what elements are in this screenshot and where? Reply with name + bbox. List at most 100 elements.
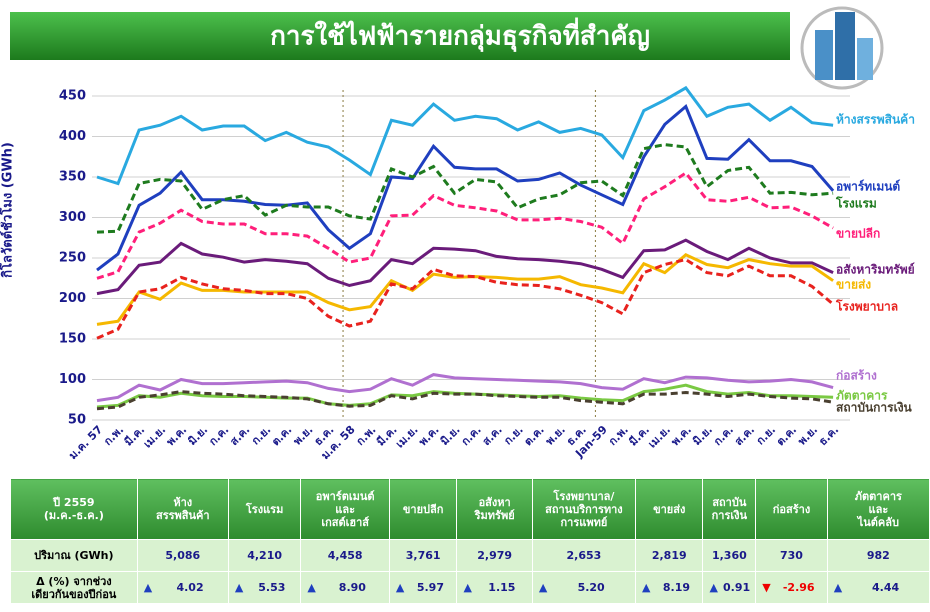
trend-arrow: ▲ xyxy=(396,581,404,594)
y-tick-label: 300 xyxy=(59,210,86,225)
cell: ▲ 4.44 xyxy=(827,572,929,604)
x-tick-label: ต.ค. xyxy=(774,423,799,448)
header-cell: ห้าง สรรพสินค้า xyxy=(137,479,228,540)
cell: ▲ 5.20 xyxy=(532,572,635,604)
x-tick-label: ธ.ค. xyxy=(816,423,841,448)
cell: Δ (%) จากช่วง เดียวกันของปีก่อน xyxy=(11,572,138,604)
chart: การใช้ไฟฟ้ารายกลุ่มธุรกิจที่สำคัญ กิโลวั… xyxy=(0,0,930,478)
chart-title: การใช้ไฟฟ้ารายกลุ่มธุรกิจที่สำคัญ xyxy=(270,17,650,53)
series-line xyxy=(97,107,833,271)
x-tick-label: มิ.ย. xyxy=(438,423,463,448)
x-tick-label: พ.ค. xyxy=(416,423,441,448)
header-cell: ภัตตาคาร และ ไนต์คลับ xyxy=(827,479,929,540)
cell: ▲1.15 xyxy=(457,572,532,604)
legend-label: ขายส่ง xyxy=(836,278,871,292)
legend-label: โรงพยาบาล xyxy=(835,299,898,314)
building-icon xyxy=(802,8,882,88)
series-line xyxy=(97,385,833,407)
cell: 982 xyxy=(827,540,929,572)
cell: ▲ 8.90 xyxy=(301,572,390,604)
trend-arrow: ▼ xyxy=(762,581,770,594)
x-tick-label: พ.ย. xyxy=(291,423,316,448)
cell: 5,086 xyxy=(137,540,228,572)
cell: 2,979 xyxy=(457,540,532,572)
y-tick-label: 100 xyxy=(59,372,86,387)
y-tick-label: 200 xyxy=(59,291,86,306)
x-tick-label: เม.ย. xyxy=(393,423,420,450)
x-tick-label: ก.ย. xyxy=(249,423,273,447)
legend-label: อสังหาริมทรัพย์ xyxy=(836,263,915,277)
cell: ปริมาณ (GWh) xyxy=(11,540,138,572)
cell: 4,458 xyxy=(301,540,390,572)
cell: ▲ 5.53 xyxy=(228,572,300,604)
x-tick-label: ก.พ. xyxy=(354,423,379,448)
legend-label: โรงแรม xyxy=(835,196,877,211)
series-line xyxy=(97,173,833,278)
cell: 4,210 xyxy=(228,540,300,572)
trend-arrow: ▲ xyxy=(235,581,243,594)
legend-label: ก่อสร้าง xyxy=(836,369,877,383)
header-cell: โรงแรม xyxy=(228,479,300,540)
cell: 3,761 xyxy=(389,540,457,572)
trend-arrow: ▲ xyxy=(144,581,152,594)
page: การใช้ไฟฟ้ารายกลุ่มธุรกิจที่สำคัญ กิโลวั… xyxy=(0,0,930,612)
x-tick-label: เม.ย. xyxy=(646,423,673,450)
cell-value: 8.90 xyxy=(339,581,366,594)
x-tick-label: ก.ย. xyxy=(754,423,778,447)
cell: ▲8.19 xyxy=(635,572,703,604)
cell: 2,653 xyxy=(532,540,635,572)
x-tick-label: ก.พ. xyxy=(101,423,126,448)
header-cell: ขายปลีก xyxy=(389,479,457,540)
cell: ▲ 4.02 xyxy=(137,572,228,604)
cell: ▼ -2.96 xyxy=(756,572,828,604)
series-line xyxy=(97,255,833,325)
header-row: ปี 2559 (ม.ค.-ธ.ค.)ห้าง สรรพสินค้าโรงแรม… xyxy=(11,479,930,540)
y-tick-label: 450 xyxy=(59,89,86,104)
cell-value: 4.44 xyxy=(872,581,899,594)
cell-value: 4.02 xyxy=(176,581,203,594)
legend-label: สถาบันการเงิน xyxy=(836,401,913,415)
x-tick-label: พ.ค. xyxy=(669,423,694,448)
trend-arrow: ▲ xyxy=(307,581,315,594)
cell: ▲ 5.97 xyxy=(389,572,457,604)
x-tick-label: ต.ค. xyxy=(522,423,547,448)
x-tick-label: ส.ค. xyxy=(227,423,252,448)
cell-value: 1.15 xyxy=(488,581,515,594)
header-cell: อสังหา ริมทรัพย์ xyxy=(457,479,532,540)
cell-value: 5.53 xyxy=(258,581,285,594)
x-tick-label: ม.ค. 57 xyxy=(66,423,105,462)
cell: 1,360 xyxy=(703,540,756,572)
x-tick-label: ก.ย. xyxy=(501,423,525,447)
cell-value: 8.19 xyxy=(663,581,690,594)
cell-value: 0.91 xyxy=(723,581,750,594)
x-tick-label: ก.ค. xyxy=(711,423,736,448)
trend-arrow: ▲ xyxy=(539,581,547,594)
cell: 2,819 xyxy=(635,540,703,572)
legend-label: ห้างสรรพสินค้า xyxy=(836,113,915,127)
header-cell: ก่อสร้าง xyxy=(756,479,828,540)
cell: 730 xyxy=(756,540,828,572)
y-tick-label: 350 xyxy=(59,170,86,185)
cell-value: -2.96 xyxy=(783,581,815,594)
header-cell: ขายส่ง xyxy=(635,479,703,540)
x-tick-label: เม.ย. xyxy=(141,423,168,450)
header-cell: อพาร์ตเมนต์ และ เกสต์เฮาส์ xyxy=(301,479,390,540)
y-tick-label: 150 xyxy=(59,332,86,347)
cell-value: 5.97 xyxy=(417,581,444,594)
x-tick-label: พ.ย. xyxy=(795,423,820,448)
y-tick-label: 50 xyxy=(68,413,86,428)
x-tick-label: ก.ค. xyxy=(206,423,231,448)
x-tick-label: พ.ย. xyxy=(543,423,568,448)
trend-arrow: ▲ xyxy=(834,581,842,594)
x-tick-label: ส.ค. xyxy=(732,423,757,448)
data-row: Δ (%) จากช่วง เดียวกันของปีก่อน ▲ 4.02 ▲ 5.5… xyxy=(11,572,930,604)
data-row: ปริมาณ (GWh)5,0864,2104,4583,7612,9792,6… xyxy=(11,540,930,572)
trend-arrow: ▲ xyxy=(709,581,717,594)
x-tick-label: พ.ค. xyxy=(164,423,189,448)
x-tick-label: ต.ค. xyxy=(269,423,294,448)
cell-value: 5.20 xyxy=(578,581,605,594)
cell: ▲ 0.91 xyxy=(703,572,756,604)
header-cell: สถาบัน การเงิน xyxy=(703,479,756,540)
x-tick-label: ก.พ. xyxy=(606,423,631,448)
x-tick-label: ส.ค. xyxy=(480,423,505,448)
